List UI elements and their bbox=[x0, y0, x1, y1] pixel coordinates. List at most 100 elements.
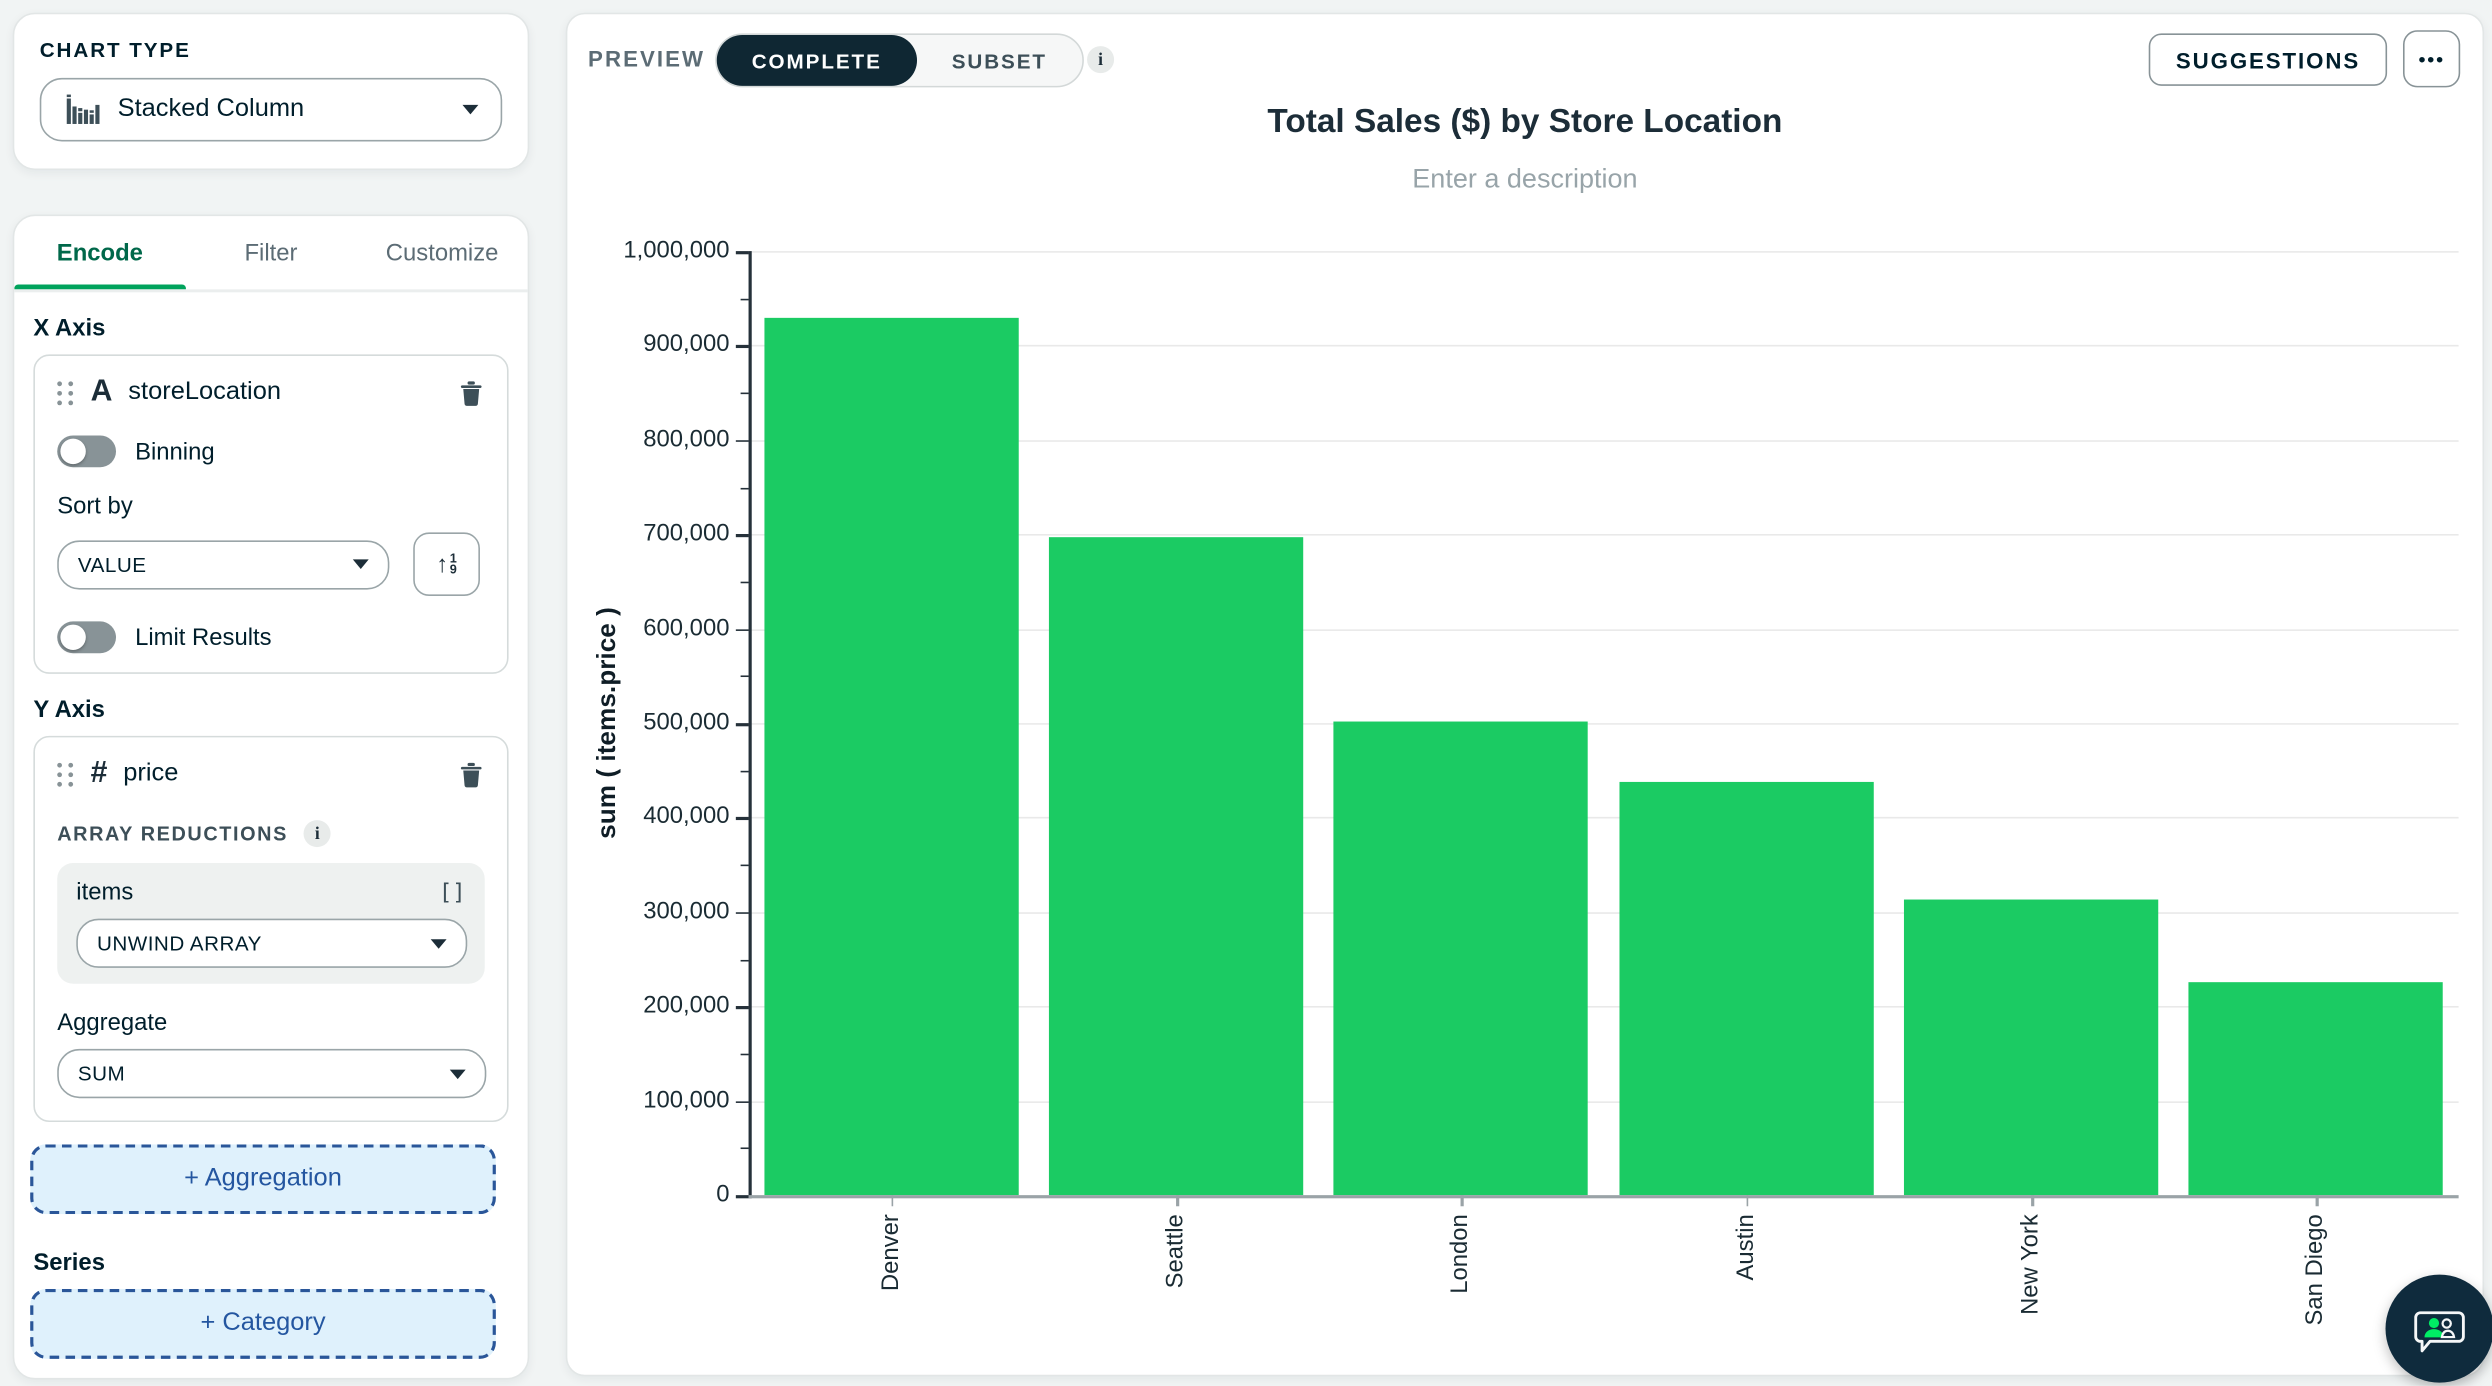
y-axis-minor-tick bbox=[740, 864, 749, 867]
binning-toggle[interactable] bbox=[57, 435, 117, 468]
y-tick-label: 200,000 bbox=[643, 992, 730, 1020]
chevron-down-icon bbox=[352, 559, 369, 569]
tab-filter[interactable]: Filter bbox=[244, 239, 298, 267]
gridline bbox=[748, 534, 2459, 536]
y-axis-minor-tick bbox=[740, 1147, 749, 1150]
more-options-button[interactable]: ••• bbox=[2402, 30, 2461, 88]
bar bbox=[763, 317, 1019, 1196]
y-axis-line bbox=[748, 251, 752, 1199]
y-axis-tick bbox=[735, 628, 749, 632]
array-reduction-box: items [] UNWIND ARRAY bbox=[57, 862, 485, 984]
bar bbox=[1903, 899, 2159, 1196]
encode-panel: Encode Filter Customize X Axis A storeLo… bbox=[12, 214, 530, 1380]
y-axis-minor-tick bbox=[740, 581, 749, 584]
y-axis-tick bbox=[735, 1006, 749, 1009]
info-icon[interactable]: i bbox=[303, 820, 331, 848]
bar bbox=[1333, 721, 1589, 1196]
trash-icon[interactable] bbox=[458, 760, 485, 789]
chart-description-placeholder[interactable]: Enter a description bbox=[1412, 163, 1638, 194]
chart-type-value: Stacked Column bbox=[117, 95, 305, 123]
limit-results-label: Limit Results bbox=[135, 623, 272, 651]
chevron-down-icon bbox=[449, 1068, 466, 1079]
info-icon[interactable]: i bbox=[1087, 46, 1115, 74]
x-tick-label: San Diego bbox=[2301, 1214, 2329, 1326]
add-aggregation-button[interactable]: + Aggregation bbox=[30, 1144, 496, 1215]
series-heading: Series bbox=[33, 1249, 105, 1277]
y-axis-tick bbox=[735, 911, 749, 915]
x-tick-label: London bbox=[1446, 1214, 1474, 1294]
y-axis-minor-tick bbox=[740, 675, 749, 678]
y-tick-label: 400,000 bbox=[643, 803, 730, 831]
suggestions-button[interactable]: SUGGESTIONS bbox=[2148, 33, 2388, 86]
tab-encode[interactable]: Encode bbox=[14, 216, 185, 290]
chevron-down-icon bbox=[462, 104, 479, 115]
y-tick-label: 300,000 bbox=[643, 897, 730, 925]
x-axis-tick bbox=[891, 1195, 894, 1207]
y-axis-tick bbox=[735, 817, 749, 820]
tab-customize[interactable]: Customize bbox=[385, 239, 499, 267]
y-tick-label: 800,000 bbox=[643, 425, 730, 453]
x-axis-line bbox=[748, 1195, 2459, 1199]
x-axis-tick bbox=[2316, 1195, 2319, 1207]
y-tick-label: 900,000 bbox=[643, 331, 730, 359]
y-tick-label: 500,000 bbox=[643, 708, 730, 736]
array-reductions-label: ARRAY REDUCTIONS bbox=[57, 822, 288, 845]
y-axis-minor-tick bbox=[740, 487, 749, 489]
y-axis-minor-tick bbox=[740, 392, 749, 395]
gridline bbox=[748, 723, 2459, 725]
sort-by-label: Sort by bbox=[57, 492, 133, 520]
chart-title[interactable]: Total Sales ($) by Store Location bbox=[1267, 103, 1783, 140]
y-axis-minor-tick bbox=[740, 1053, 749, 1056]
preview-label: PREVIEW bbox=[588, 46, 706, 72]
chat-people-icon bbox=[2414, 1311, 2465, 1353]
sort-by-select[interactable]: VALUE bbox=[57, 539, 390, 589]
gridline bbox=[748, 1006, 2459, 1008]
unwind-array-value: UNWIND ARRAY bbox=[96, 931, 262, 956]
limit-results-toggle[interactable] bbox=[57, 621, 117, 654]
y-axis-tick bbox=[735, 345, 749, 348]
support-chat-button[interactable] bbox=[2385, 1274, 2492, 1383]
binning-label: Binning bbox=[135, 437, 215, 465]
y-axis-minor-tick bbox=[740, 770, 749, 772]
x-axis-tick bbox=[1746, 1195, 1749, 1207]
aggregate-select[interactable]: SUM bbox=[57, 1048, 487, 1099]
gridline bbox=[748, 1100, 2459, 1103]
segment-subset[interactable]: SUBSET bbox=[951, 48, 1047, 73]
bar bbox=[1618, 781, 1874, 1196]
drag-handle-icon[interactable] bbox=[57, 380, 74, 405]
add-category-button[interactable]: + Category bbox=[30, 1288, 496, 1359]
bar-chart-plot: 0 100,000 200,000 300,000 400,000 500,000 600,… bbox=[567, 14, 2482, 1374]
aggregate-label: Aggregate bbox=[57, 1009, 168, 1037]
bar bbox=[1048, 537, 1304, 1196]
unwind-array-select[interactable]: UNWIND ARRAY bbox=[76, 918, 468, 968]
sort-by-value: VALUE bbox=[77, 552, 147, 577]
array-field-name: items bbox=[76, 878, 134, 906]
x-axis-field-card: A storeLocation Binning Sort by VALUE bbox=[33, 354, 509, 674]
drag-handle-icon[interactable] bbox=[57, 762, 74, 786]
y-axis-field-name: price bbox=[123, 759, 179, 787]
x-axis-tick bbox=[2031, 1195, 2034, 1207]
chevron-down-icon bbox=[430, 938, 447, 949]
y-tick-label: 700,000 bbox=[643, 519, 730, 548]
chart-type-panel: CHART TYPE Stacked bbox=[12, 12, 530, 171]
aggregate-value: SUM bbox=[77, 1061, 126, 1086]
string-type-icon: A bbox=[90, 375, 113, 409]
y-axis-minor-tick bbox=[740, 298, 749, 300]
gridline bbox=[748, 439, 2459, 442]
x-tick-label: Denver bbox=[876, 1214, 904, 1292]
x-axis-title: storeLocation bbox=[749, 1383, 2459, 1386]
y-tick-label: 600,000 bbox=[643, 614, 730, 642]
segment-complete[interactable]: COMPLETE bbox=[716, 34, 917, 86]
y-tick-label: 1,000,000 bbox=[623, 236, 730, 264]
x-axis-tick bbox=[1176, 1195, 1179, 1207]
chart-type-select[interactable]: Stacked Column bbox=[39, 77, 503, 142]
trash-icon[interactable] bbox=[458, 378, 485, 407]
stacked-column-icon bbox=[64, 91, 102, 129]
x-tick-label: New York bbox=[2016, 1214, 2044, 1315]
y-axis-tick bbox=[735, 723, 749, 726]
y-tick-label: 100,000 bbox=[643, 1086, 730, 1114]
y-tick-label: 0 bbox=[716, 1180, 730, 1208]
gridline bbox=[748, 628, 2459, 631]
